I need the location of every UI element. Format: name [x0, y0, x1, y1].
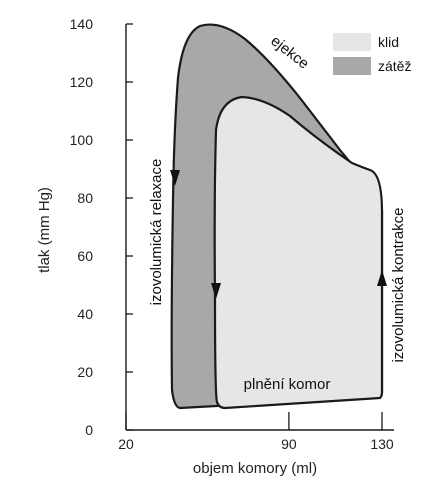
y-axis-ticks: 0 20 40 60 80 100 120 140 — [70, 16, 133, 438]
x-axis-ticks: 20 90 130 — [118, 412, 394, 452]
arrow-down-relaxace-icon — [170, 170, 180, 186]
y-tick-label: 60 — [77, 248, 93, 264]
annotation-izovolumicka-kontrakce: izovolumická kontrakce — [390, 207, 407, 362]
annotation-plneni-komor: plnění komor — [244, 376, 331, 393]
y-tick-label: 0 — [85, 422, 93, 438]
loop-areas — [170, 23, 384, 410]
x-tick-label: 20 — [118, 436, 134, 452]
arrow-down-klid-icon — [211, 283, 221, 299]
legend-label-zatez: zátěž — [378, 58, 411, 74]
y-tick-label: 100 — [70, 132, 94, 148]
y-tick-label: 40 — [77, 306, 93, 322]
x-tick-label: 130 — [370, 436, 394, 452]
arrow-up-kontrakce-icon — [377, 270, 387, 286]
annotation-izovolumicka-relaxace: izovolumická relaxace — [148, 159, 165, 306]
axes — [125, 24, 394, 431]
legend-swatch-zatez — [333, 57, 371, 75]
legend-swatch-klid — [333, 33, 371, 51]
legend: klid zátěž — [333, 33, 411, 75]
y-axis-title: tlak (mm Hg) — [36, 187, 53, 273]
flow-arrows — [170, 170, 387, 299]
x-axis-title: objem komory (ml) — [193, 460, 317, 477]
y-tick-label: 120 — [70, 74, 94, 90]
series-area-klid — [213, 95, 384, 410]
x-tick-label: 90 — [281, 436, 297, 452]
y-tick-label: 140 — [70, 16, 94, 32]
y-tick-label: 80 — [77, 190, 93, 206]
legend-label-klid: klid — [378, 34, 399, 50]
y-tick-label: 20 — [77, 364, 93, 380]
